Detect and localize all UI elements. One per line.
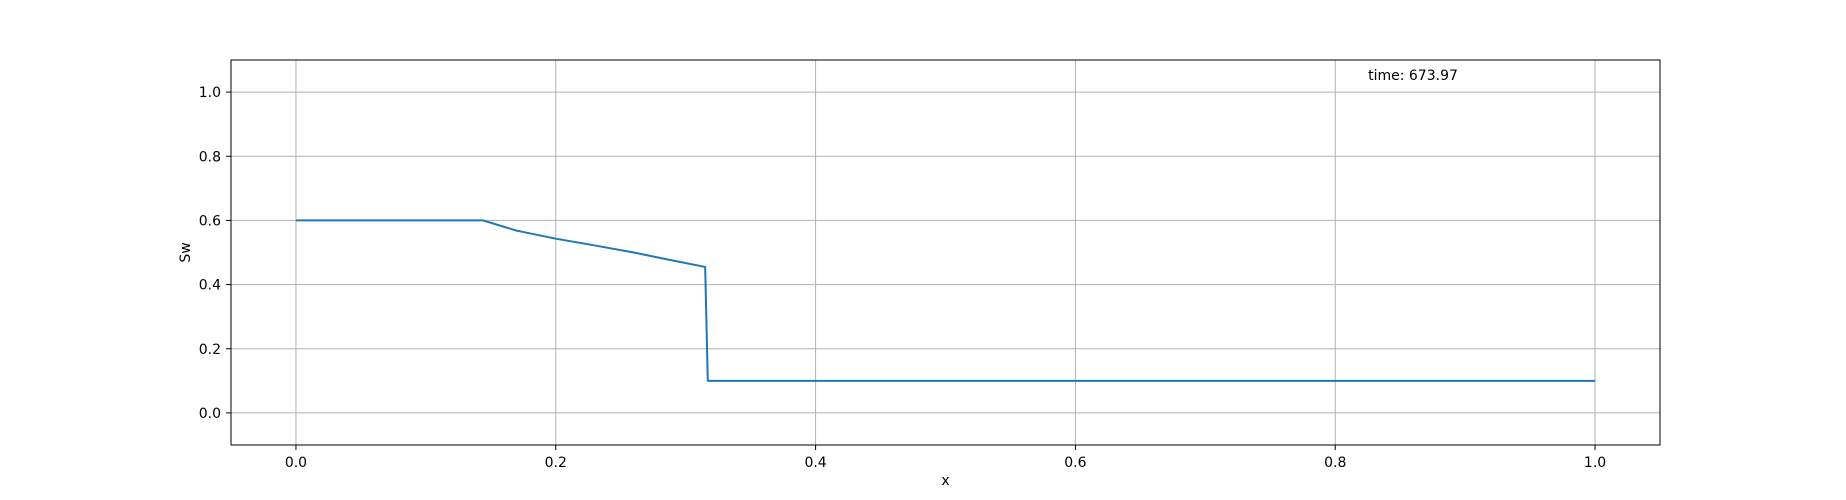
x-tick-label: 1.0 (1584, 455, 1606, 471)
time-annotation: time: 673.97 (1368, 68, 1458, 84)
y-tick-label: 0.8 (199, 149, 221, 165)
x-axis-label: x (941, 473, 949, 489)
y-tick-label: 0.6 (199, 213, 221, 229)
y-axis-ticks: 0.0 0.2 0.4 0.6 0.8 1.0 (199, 85, 231, 422)
plot-frame (230, 59, 1661, 446)
y-axis-label: Sw (178, 242, 194, 262)
x-tick-label: 0.8 (1324, 455, 1346, 471)
y-tick-label: 0.0 (199, 406, 221, 422)
x-tick-label: 0.6 (1064, 455, 1086, 471)
y-tick-label: 0.2 (199, 342, 221, 358)
series-group (295, 219, 1596, 382)
series-line (295, 219, 1596, 382)
y-tick-label: 1.0 (199, 85, 221, 101)
y-tick-label: 0.4 (199, 278, 221, 294)
x-tick-label: 0.0 (285, 455, 307, 471)
x-tick-label: 0.4 (804, 455, 826, 471)
x-tick-label: 0.2 (545, 455, 567, 471)
x-axis-ticks: 0.0 0.2 0.4 0.6 0.8 1.0 (285, 445, 1606, 471)
y-gridlines (231, 91, 1660, 414)
x-gridlines (295, 60, 1596, 445)
